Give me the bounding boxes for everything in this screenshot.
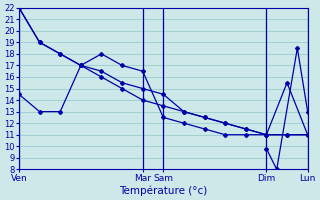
X-axis label: Température (°c): Température (°c) (119, 185, 207, 196)
